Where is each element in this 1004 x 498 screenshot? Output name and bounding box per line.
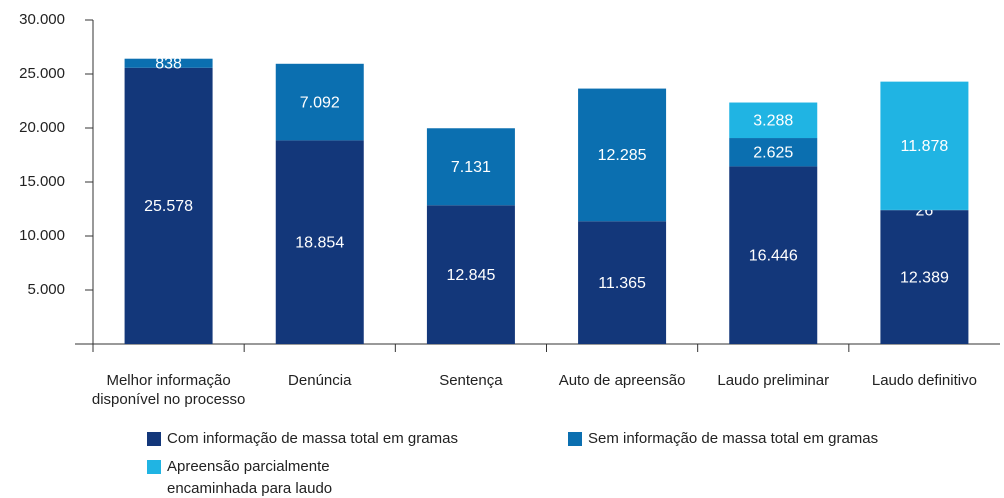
data-label: 7.131 — [451, 159, 491, 176]
y-tick-label: 25.000 — [19, 65, 65, 82]
legend-label: Sem informação de massa total em gramas — [588, 430, 879, 447]
y-tick-label: 20.000 — [19, 119, 65, 136]
data-label: 25.578 — [144, 198, 193, 215]
y-tick-label: 5.000 — [27, 281, 65, 298]
y-tick-label: 15.000 — [19, 173, 65, 190]
data-label: 12.845 — [446, 267, 495, 284]
data-label: 16.446 — [749, 247, 798, 264]
data-label: 12.389 — [900, 269, 949, 286]
data-label: 11.365 — [598, 275, 646, 292]
y-tick-label: 10.000 — [19, 227, 65, 244]
y-tick-label: 30.000 — [19, 11, 65, 28]
bar-segment — [426, 205, 515, 344]
bar-segment — [124, 58, 213, 68]
legend-swatch — [147, 432, 161, 446]
legend-swatch — [147, 460, 161, 474]
x-tick-label: Laudo preliminar — [717, 372, 830, 389]
x-tick-label: Denúncia — [288, 372, 352, 389]
legend-item: Apreensão parcialmente encaminhada para … — [147, 456, 447, 498]
bar-segment — [729, 138, 818, 167]
bar-segment — [426, 128, 515, 206]
bar-segment — [880, 81, 969, 210]
bar-segment — [578, 221, 667, 344]
bar-segment — [124, 67, 213, 344]
x-tick-label: Laudo definitivo — [871, 372, 977, 389]
data-label: 2.625 — [753, 144, 793, 161]
bar-segment — [880, 210, 969, 344]
bar-segment — [729, 102, 818, 139]
bar-segment — [729, 166, 818, 344]
x-tick-label: Sentença — [439, 372, 503, 389]
x-tick-label: Melhor informação disponível no processo — [91, 372, 246, 408]
data-label: 18.854 — [295, 234, 344, 251]
legend-item: Com informação de massa total em gramas — [147, 428, 567, 450]
legend-swatch — [568, 432, 582, 446]
bar-segment — [275, 140, 364, 344]
legend-label: Apreensão parcialmente encaminhada para … — [167, 458, 333, 497]
legend-item: Sem informação de massa total em gramas — [568, 428, 988, 450]
bar-segment — [578, 88, 667, 222]
data-label: 7.092 — [300, 94, 340, 111]
data-label: 12.285 — [598, 147, 647, 164]
data-label: 3.288 — [753, 112, 793, 129]
x-tick-label: Auto de apreensão — [558, 372, 686, 389]
data-label: 838 — [155, 55, 182, 72]
data-label: 11.878 — [901, 138, 949, 155]
bar-segment — [275, 63, 364, 141]
legend-label: Com informação de massa total em gramas — [167, 430, 458, 447]
